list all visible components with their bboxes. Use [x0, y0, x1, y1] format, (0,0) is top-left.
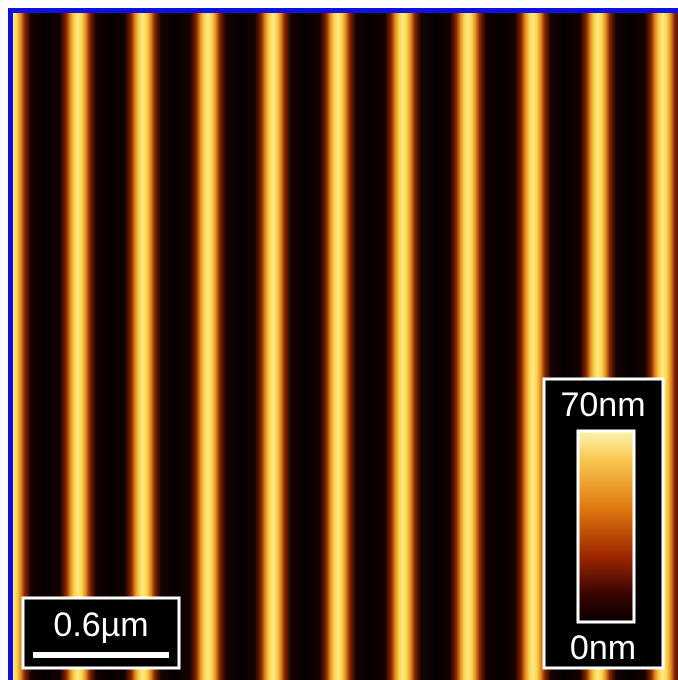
afm-image: 0.6µm 70nm 0nm: [0, 0, 678, 680]
scale-bar: 0.6µm: [23, 598, 179, 668]
color-bar-max: 70nm: [560, 386, 645, 424]
color-bar-gradient: [578, 431, 634, 622]
scale-bar-label: 0.6µm: [53, 606, 148, 644]
page: 0.6µm 70nm 0nm (() => { const data = JSO…: [0, 0, 678, 680]
color-bar: 70nm 0nm: [544, 379, 663, 668]
color-bar-min: 0nm: [570, 629, 636, 667]
